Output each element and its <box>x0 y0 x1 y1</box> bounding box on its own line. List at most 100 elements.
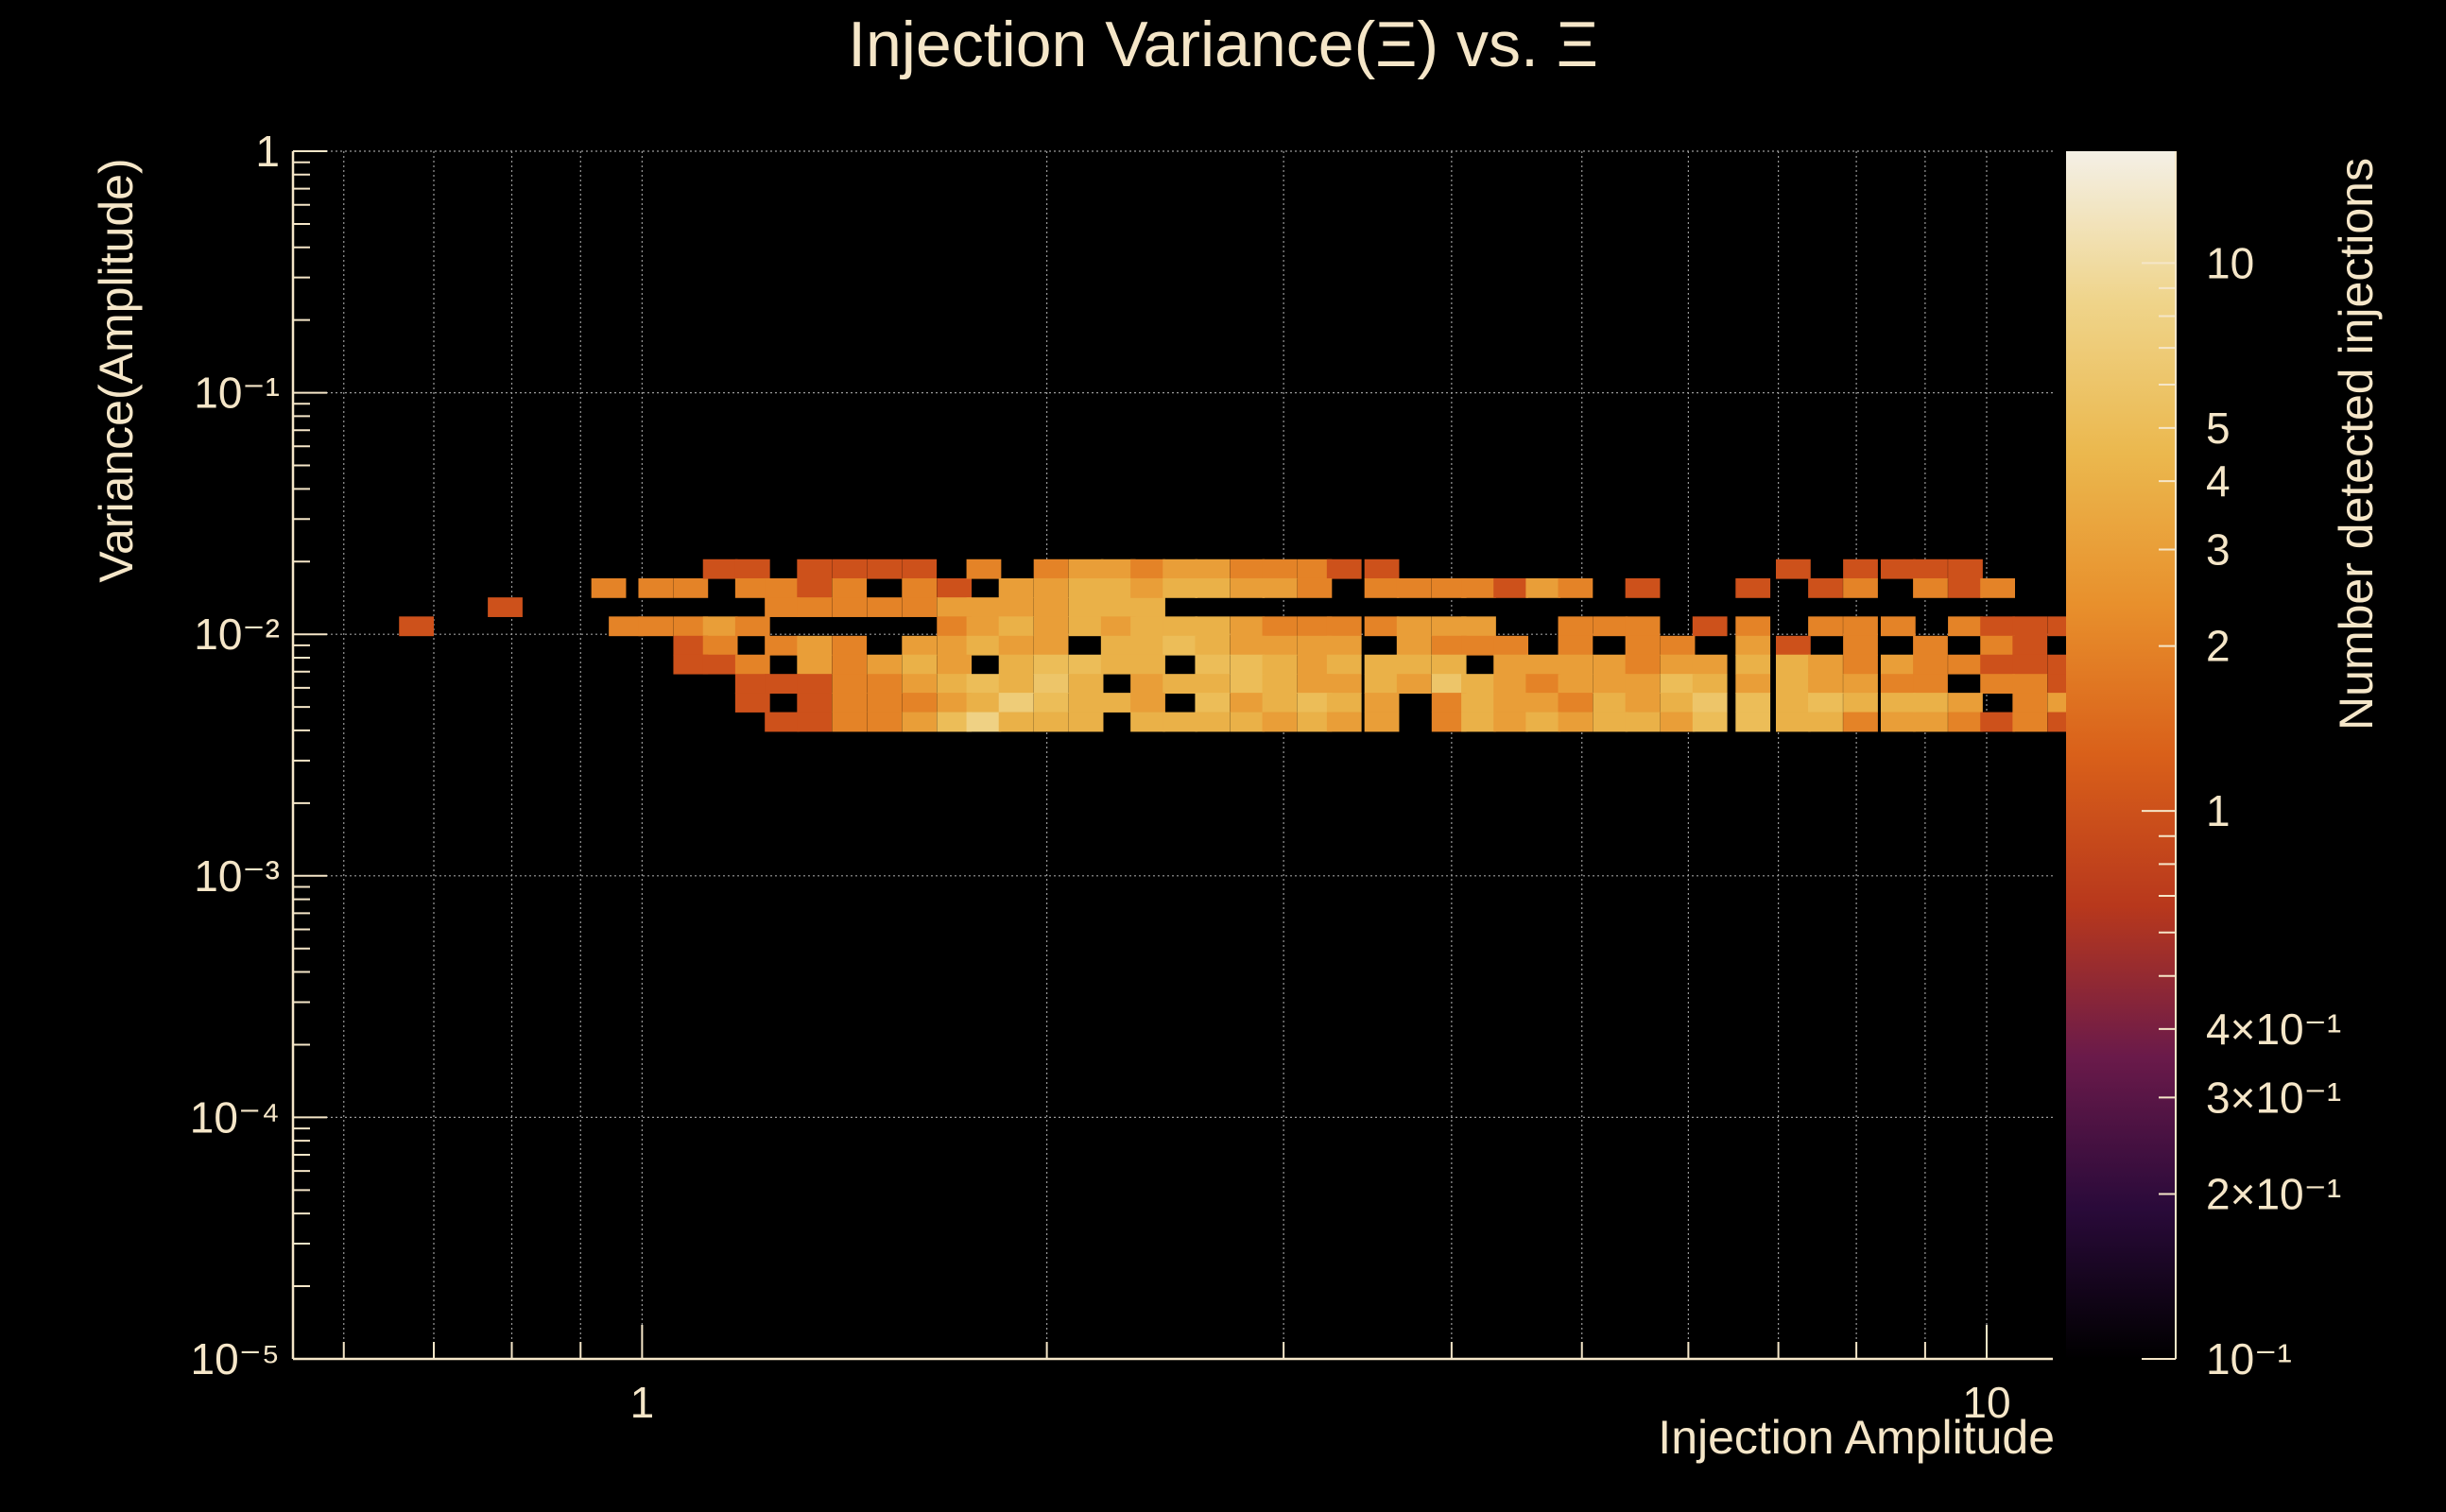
z-tick-label: 2 <box>2206 622 2231 671</box>
heatmap-cell <box>1364 577 1400 598</box>
heatmap-cell <box>1493 577 1529 598</box>
heatmap-cell <box>1195 712 1231 732</box>
heatmap-cell <box>1431 712 1467 732</box>
z-tick-label: 10 <box>2206 238 2254 287</box>
heatmap-cell <box>966 558 1002 579</box>
heatmap-cell <box>1948 693 1983 713</box>
heatmap-cell <box>1326 616 1362 637</box>
heatmap-cell <box>1195 654 1231 675</box>
heatmap-cell <box>1558 654 1593 675</box>
heatmap-cell <box>832 693 868 713</box>
heatmap-cell <box>1461 674 1496 695</box>
heatmap-cell <box>966 597 1002 617</box>
heatmap-cell <box>1033 558 1069 579</box>
heatmap-cell <box>1913 674 1948 695</box>
heatmap-cell <box>702 635 738 656</box>
heatmap-cell <box>1163 635 1198 656</box>
heatmap-cell <box>1525 674 1561 695</box>
heatmap-cell <box>702 654 738 675</box>
heatmap-cell <box>1692 616 1728 637</box>
z-tick-label: 1 <box>2206 786 2231 835</box>
heatmap-cell <box>1843 693 1878 713</box>
y-tick-label: 10⁻⁵ <box>190 1334 280 1383</box>
heatmap-cell <box>1130 674 1165 695</box>
heatmap-cell <box>1735 616 1771 637</box>
heatmap-cell <box>1100 597 1136 617</box>
heatmap-cell <box>1948 712 1983 732</box>
heatmap-cell <box>1033 693 1069 713</box>
heatmap-cell <box>1396 674 1432 695</box>
heatmap-cell <box>998 597 1034 617</box>
heatmap-cell <box>1431 654 1467 675</box>
heatmap-cell <box>1843 616 1878 637</box>
heatmap-cell <box>1880 616 1916 637</box>
y-tick-label: 1 <box>255 127 280 176</box>
heatmap-cell <box>1163 558 1198 579</box>
heatmap-cells <box>399 558 2083 732</box>
heatmap-cell <box>1100 616 1136 637</box>
heatmap-cell <box>1558 616 1593 637</box>
heatmap-cell <box>1735 635 1771 656</box>
x-tick-label: 10 <box>1962 1378 2010 1427</box>
heatmap-cell <box>1130 693 1165 713</box>
heatmap-cell <box>1493 693 1529 713</box>
heatmap-cell <box>1525 693 1561 713</box>
heatmap-cell <box>998 674 1034 695</box>
heatmap-cell <box>998 577 1034 598</box>
heatmap-cell <box>902 597 938 617</box>
heatmap-cell <box>1262 635 1298 656</box>
heatmap-cell <box>702 558 738 579</box>
heatmap-cell <box>1558 693 1593 713</box>
heatmap-cell <box>998 616 1034 637</box>
z-tick-label: 3 <box>2206 525 2231 575</box>
heatmap-cell <box>902 674 938 695</box>
heatmap-cell <box>1593 616 1628 637</box>
heatmap-cell <box>937 693 973 713</box>
heatmap-cell <box>1461 577 1496 598</box>
heatmap-cell <box>1297 616 1333 637</box>
heatmap-cell <box>1461 712 1496 732</box>
heatmap-cell <box>2012 674 2048 695</box>
heatmap-cell <box>1130 712 1165 732</box>
heatmap-cell <box>1195 635 1231 656</box>
heatmap-cell <box>1130 597 1165 617</box>
heatmap-cell <box>1033 577 1069 598</box>
heatmap-cell <box>2012 616 2048 637</box>
heatmap-cell <box>1775 674 1811 695</box>
heatmap-cell <box>1913 693 1948 713</box>
heatmap-cell <box>1843 674 1878 695</box>
heatmap-cell <box>1558 674 1593 695</box>
heatmap-cell <box>638 577 674 598</box>
heatmap-cell <box>1980 712 2016 732</box>
heatmap-cell <box>1431 693 1467 713</box>
heatmap-cell <box>1625 635 1661 656</box>
heatmap-cell <box>673 654 709 675</box>
heatmap-cell <box>1493 654 1529 675</box>
heatmap-cell <box>1660 635 1696 656</box>
heatmap-cell <box>1195 674 1231 695</box>
heatmap-cell <box>2012 693 2048 713</box>
heatmap-cell <box>832 558 868 579</box>
heatmap-cell <box>832 712 868 732</box>
heatmap-cell <box>1948 654 1983 675</box>
heatmap-cell <box>832 577 868 598</box>
heatmap-cell <box>1775 635 1811 656</box>
heatmap-cell <box>797 693 833 713</box>
heatmap-cell <box>1843 558 1878 579</box>
heatmap-cell <box>1843 577 1878 598</box>
heatmap-cell <box>1735 577 1771 598</box>
heatmap-cell <box>1262 558 1298 579</box>
heatmap-cell <box>1775 654 1811 675</box>
chart-title: Injection Variance(Ξ) vs. Ξ <box>848 9 1598 80</box>
heatmap-cell <box>1130 558 1165 579</box>
heatmap-cell <box>765 674 800 695</box>
heatmap-cell <box>1558 712 1593 732</box>
grid-lines <box>293 150 2053 1360</box>
heatmap-cell <box>1033 597 1069 617</box>
heatmap-cell <box>1625 654 1661 675</box>
heatmap-cell <box>998 654 1034 675</box>
heatmap-cell <box>797 558 833 579</box>
z-tick-label: 4 <box>2206 456 2231 506</box>
heatmap-cell <box>1230 674 1266 695</box>
heatmap-cell <box>734 654 770 675</box>
